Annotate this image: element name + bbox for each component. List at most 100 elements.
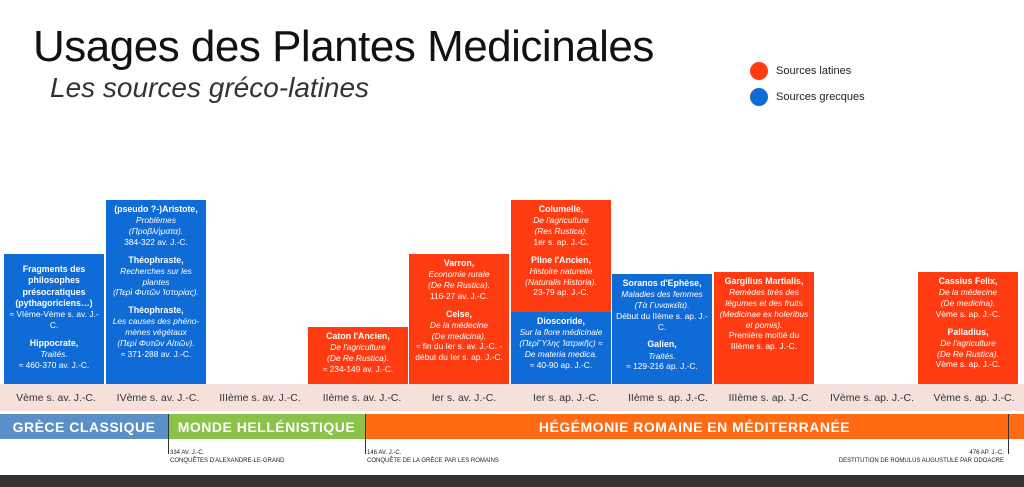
source-date: ≈ 460-370 av. J.-C. xyxy=(18,359,90,370)
source-author: Théophraste, xyxy=(128,254,184,265)
source-author: Soranos d'Ephèse, xyxy=(622,278,702,288)
source-author: Caton l'Ancien, xyxy=(326,331,390,341)
legend-dot-icon xyxy=(750,88,768,106)
source-entry: Fragments des philosophes présocratiques… xyxy=(7,264,101,331)
source-author: Celse, xyxy=(446,308,472,319)
source-box: Soranos d'Ephèse, Maladies des femmes (Τὰ … xyxy=(612,274,712,384)
source-date: 1er s. ap. J.-C. xyxy=(533,236,589,247)
century-label: Vème s. ap. J.-C. xyxy=(933,392,1015,404)
source-entry: Pline l'Ancien, Histoire naturelle (Natura… xyxy=(514,255,608,299)
source-author: Gargilius Martialis, xyxy=(724,276,804,286)
source-entry: Soranos d'Ephèse, Maladies des femmes (Τὰ … xyxy=(615,278,709,332)
source-author: Varron, xyxy=(443,258,475,268)
source-entry: Palladius, De l'agriculture (De Re Rustica… xyxy=(921,327,1015,371)
source-work: Histoire naturelle xyxy=(529,265,593,276)
event-tick xyxy=(365,414,366,454)
legend-label: Sources latines xyxy=(776,65,852,77)
page-title: Usages des Plantes Medicinales xyxy=(33,22,654,71)
source-work: De l'agriculture xyxy=(330,342,386,353)
source-original-title: (Προβλήματα). xyxy=(128,226,184,236)
page-subtitle: Les sources gréco-latines xyxy=(50,72,370,103)
century-label: IIIème s. av. J.-C. xyxy=(219,392,301,404)
source-entry: Hippocrate, Traités. ≈ 460-370 av. J.-C. xyxy=(7,338,101,371)
century-label: IIème s. av. J.-C. xyxy=(322,392,402,404)
source-original-title: (Res Rustica). xyxy=(534,226,588,236)
source-entry: (pseudo ?-)Aristote, Problèmes (Προβλήματα… xyxy=(109,204,203,248)
source-date: ≈ fin du Ier s. av. J.-C. - début du Ier… xyxy=(415,341,503,362)
source-date: ≈ VIème-Vème s. av. J.-C. xyxy=(9,309,99,330)
source-date: 23-79 ap. J.-C. xyxy=(533,287,589,298)
legend-dot-icon xyxy=(750,62,768,80)
century-label: Ier s. av. J.-C. xyxy=(431,392,497,404)
source-author: Cassius Felix, xyxy=(938,276,998,286)
source-original-title: (Medicinae ex holeribus et pomis). xyxy=(719,308,809,330)
event-tick xyxy=(1008,414,1009,454)
source-original-title: (De Re Rustica). xyxy=(937,348,999,359)
source-author: Théophraste, xyxy=(128,305,184,315)
legend-item: Sources latines xyxy=(750,62,851,80)
event-tick xyxy=(168,414,169,454)
century-label: IVème s. ap. J.-C. xyxy=(829,392,915,404)
source-entry: Cassius Felix, De la médecine (De medicina… xyxy=(921,276,1015,320)
source-author: (pseudo ?-)Aristote, xyxy=(114,204,198,214)
source-box: Fragments des philosophes présocratiques… xyxy=(4,254,104,384)
century-label: IIème s. ap. J.-C. xyxy=(628,392,708,404)
source-date: Vème s. ap. J.-C. xyxy=(935,308,1001,319)
event-label: 476 AP. J.-C. DESTITUTION DE ROMULUS AUGU… xyxy=(839,449,1004,465)
source-entry: Varron, Economie rurale (De Re Rustica). 11… xyxy=(412,258,506,302)
source-entry: Théophraste, Les causes des phéno-mènes v… xyxy=(109,305,203,359)
century-label: Ier s. ap. J.-C. xyxy=(533,392,599,404)
source-date: ≈ 40-90 ap. J.-C. xyxy=(529,359,593,370)
source-original-title: (Naturalis Historia). xyxy=(525,276,597,287)
source-original-title: (Περὶ Φυτῶν Αἰτιῶν). xyxy=(117,337,195,348)
period-band: HÉGÉMONIE ROMAINE EN MÉDITERRANÉE xyxy=(365,414,1024,439)
source-entry: Théophraste, Recherches sur les plantes (Π… xyxy=(109,255,203,299)
event-label: 146 AV. J.-C. CONQUÊTE DE LA GRÈCE PAR LE… xyxy=(367,449,499,465)
source-box: Gargilius Martialis, Remèdes tirés des lé… xyxy=(714,272,814,384)
source-work: Traités. xyxy=(648,350,676,361)
source-entry: Caton l'Ancien, De l'agriculture (De Re Ru… xyxy=(311,331,405,375)
event-text: CONQUÊTES D'ALEXANDRE-LE-GRAND xyxy=(170,458,285,465)
event-text: DESTITUTION DE ROMULUS AUGUSTULE PAR ODO… xyxy=(838,458,1004,465)
source-work: Les causes des phéno-mènes végétaux xyxy=(112,316,200,337)
source-entry: Celse, De la médecine (De medicina). ≈ fin … xyxy=(412,309,506,363)
century-row xyxy=(0,384,1024,411)
source-box: (pseudo ?-)Aristote, Problèmes (Προβλήματα… xyxy=(106,200,206,384)
source-original-title: (De medicina). xyxy=(940,298,996,308)
source-work: Remèdes tirés des légumes et des fruits xyxy=(725,287,803,308)
source-work: Economie rurale xyxy=(428,269,490,280)
century-label: Vème s. av. J.-C. xyxy=(16,392,96,404)
bottom-bar xyxy=(0,475,1024,487)
source-author: Dioscoride, xyxy=(537,316,585,326)
period-band: MONDE HELLÉNISTIQUE xyxy=(168,414,365,439)
source-original-title: (Περὶ Φυτῶν Ἱστορίας). xyxy=(113,287,199,298)
source-work: Sur la flore médicinale xyxy=(519,327,603,338)
source-original-title: (De Re Rustica). xyxy=(428,280,490,290)
event-text: CONQUÊTE DE LA GRÈCE PAR LES ROMAINS xyxy=(367,458,499,465)
source-original-title: (De medicina). xyxy=(431,330,487,341)
source-work: De l'agriculture xyxy=(940,337,996,348)
source-work: De l'agriculture xyxy=(533,215,589,226)
source-box: Caton l'Ancien, De l'agriculture (De Re Ru… xyxy=(308,327,408,384)
event-date: 146 AV. J.-C. xyxy=(367,450,402,456)
source-box: Cassius Felix, De la médecine (De medicina… xyxy=(918,272,1018,384)
source-work: Maladies des femmes xyxy=(621,289,703,300)
source-work: De la médecine xyxy=(429,319,489,330)
century-label: IIIème s. ap. J.-C. xyxy=(728,392,812,404)
source-entry: Gargilius Martialis, Remèdes tirés des lé… xyxy=(717,276,811,352)
source-work: De la médecine xyxy=(938,287,998,298)
source-box: Dioscoride, Sur la flore médicinale (ΠερὶὝ… xyxy=(511,312,611,384)
source-date: 116-27 av. J.-C. xyxy=(429,290,489,301)
source-work: Problèmes xyxy=(135,215,177,226)
source-date: 384-322 av. J.-C. xyxy=(124,236,188,247)
source-box: Varron, Economie rurale (De Re Rustica). 11… xyxy=(409,254,509,384)
source-box: Columelle, De l'agriculture (Res Rustica).… xyxy=(511,200,611,312)
source-date: Début du IIème s. ap. J.-C. xyxy=(616,310,708,332)
source-date: ≈ 129-216 ap. J.-C. xyxy=(626,361,698,372)
source-date: Première moitié du IIIème s. ap. J.-C. xyxy=(728,330,800,351)
source-original-title: (Τὰ Γυναικεῖα). xyxy=(634,300,690,310)
event-label: 334 AV. J.-C. CONQUÊTES D'ALEXANDRE-LE-GR… xyxy=(170,449,285,465)
source-date: Vème s. ap. J.-C. xyxy=(935,359,1001,370)
century-label: IVème s. av. J.-C. xyxy=(116,392,200,404)
source-work: Recherches sur les plantes xyxy=(120,265,192,287)
